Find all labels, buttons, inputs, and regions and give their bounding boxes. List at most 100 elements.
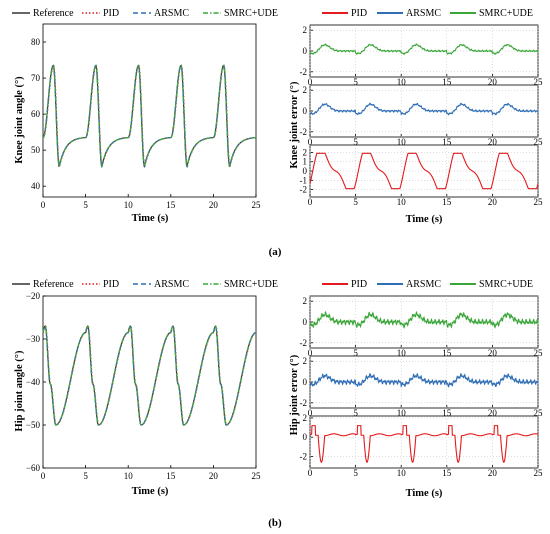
knee-angle-ylabel: Knee joint angle (°): [14, 76, 25, 164]
knee-error-smrc-ude-xtick-label: 20: [488, 77, 498, 87]
panel-label-a: (a): [269, 246, 282, 258]
knee-error-pid-xtick-label: 5: [353, 197, 358, 207]
legend-label-pid-err-b: PID: [351, 279, 367, 290]
hip-error-series-arsmc: [309, 372, 539, 389]
hip-error-series-smrc-ude: [309, 310, 539, 329]
hip-error-smrc-ude-ytick-label: 2: [303, 296, 308, 306]
hip-angle-chart: 0 5 10 15 20 25 −60 −50 −40 −30 −20: [26, 291, 261, 481]
hip-error-pid-xtick-label: 15: [442, 468, 452, 478]
hip-error-smrc-ude-ytick-label: 0: [303, 317, 308, 327]
hip-angle-ytick-label: −50: [26, 420, 41, 430]
knee-angle-ytick-label: 40: [31, 181, 41, 191]
knee-angle-xtick-label: 20: [209, 200, 219, 210]
legend-label-arsmc-err-b: ARSMC: [406, 279, 441, 290]
panel-a: Reference PID ARSMC SMRC+UDE 0 5 10 15 20 254…: [12, 8, 543, 258]
knee-error-smrc-ude-xtick-label: 25: [534, 77, 544, 87]
legend-label-smrc-ude: SMRC+UDE: [224, 8, 278, 19]
hip-error-pid-ytick-label: -2: [300, 451, 308, 461]
knee-error-pid-xtick-label: 0: [308, 197, 313, 207]
knee-angle-xtick-label: 0: [41, 200, 46, 210]
legend-label-pid: PID: [103, 8, 119, 19]
knee-error-pid-ytick-label: 2: [303, 147, 308, 157]
hip-angle-xlabel: Time (s): [132, 486, 169, 497]
knee-error-arsmc-xtick-label: 10: [397, 137, 407, 147]
knee-error-pid-ytick-label: -1: [300, 175, 308, 185]
knee-angle-chart: 0 5 10 15 20 25 40 50 60 70 80: [31, 23, 262, 210]
hip-error-arsmc-xtick-label: 5: [353, 408, 358, 418]
hip-error-smrc-ude-xtick-label: 25: [534, 348, 544, 358]
hip-error-pid-ytick-label: 0: [303, 432, 308, 442]
hip-error-arsmc-ytick-label: -2: [300, 398, 308, 408]
knee-error-arsmc-xtick-label: 0: [308, 137, 313, 147]
panel-label-b: (b): [268, 517, 282, 529]
hip-error-smrc-ude-xtick-label: 5: [353, 348, 358, 358]
knee-angle-ytick-label: 50: [31, 145, 41, 155]
hip-error-pid-xtick-label: 5: [353, 468, 358, 478]
hip-error-pid-ytick-label: 2: [303, 413, 308, 423]
knee-error-arsmc-xtick-label: 25: [534, 137, 544, 147]
legend-label-reference: Reference: [33, 8, 74, 19]
knee-error-arsmc-xtick-label: 15: [442, 137, 452, 147]
knee-error-arsmc-ytick-label: -2: [300, 127, 308, 137]
knee-error-pid-ytick-label: 0: [303, 166, 308, 176]
knee-angle-ytick-label: 80: [31, 37, 41, 47]
hip-error-ylabel: Hip joint error (°): [289, 354, 300, 435]
knee-error-smrc-ude-ytick-label: 0: [303, 46, 308, 56]
hip-error-smrc-ude-ytick-label: -2: [300, 338, 308, 348]
knee-angle-frame: [42, 23, 257, 198]
hip-angle-xtick-label: 5: [83, 471, 88, 481]
knee-angle-legend: Reference PID ARSMC SMRC+UDE: [12, 8, 278, 19]
knee-error-arsmc-xtick-label: 5: [353, 137, 358, 147]
knee-error-series-smrc-ude: [309, 43, 539, 55]
hip-angle-xtick-label: 0: [41, 471, 46, 481]
knee-error-legend: PID ARSMC SMRC+UDE: [322, 8, 533, 19]
hip-angle-legend: Reference PID ARSMC SMRC+UDE: [12, 279, 278, 290]
knee-error-pid-xtick-label: 10: [397, 197, 407, 207]
hip-angle-series-smrc-ude: [42, 325, 257, 426]
knee-angle-xlabel: Time (s): [132, 213, 169, 224]
hip-error-pid-xtick-label: 10: [397, 468, 407, 478]
hip-error-arsmc-xtick-label: 25: [534, 408, 544, 418]
knee-error-pid-xtick-label: 20: [488, 197, 498, 207]
knee-angle-series-smrc-ude: [42, 64, 257, 168]
hip-angle-ytick-label: −20: [26, 291, 41, 301]
hip-angle-ytick-label: −30: [26, 334, 41, 344]
knee-angle-xtick-label: 5: [83, 200, 88, 210]
legend-label-smrc-err-b: SMRC+UDE: [479, 279, 533, 290]
knee-error-smrc-ude-xtick-label: 15: [442, 77, 452, 87]
knee-angle-xtick-label: 15: [166, 200, 176, 210]
knee-angle-xtick-label: 10: [124, 200, 134, 210]
panel-b: Reference PID ARSMC SMRC+UDE 0 5 10 15 20 25−…: [12, 279, 543, 529]
legend-label-pid-err: PID: [351, 8, 367, 19]
legend-label-arsmc: ARSMC: [154, 8, 189, 19]
hip-error-arsmc-xtick-label: 0: [308, 408, 313, 418]
hip-error-series-pid: [309, 425, 539, 463]
knee-error-pid-xtick-label: 25: [534, 197, 544, 207]
hip-angle-xtick-label: 25: [252, 471, 262, 481]
hip-error-arsmc-ytick-label: 2: [303, 356, 308, 366]
knee-error-smrc-ude-xtick-label: 0: [308, 77, 313, 87]
hip-angle-ytick-label: −40: [26, 377, 41, 387]
knee-angle-ytick-label: 70: [31, 73, 41, 83]
hip-error-arsmc-xtick-label: 20: [488, 408, 498, 418]
knee-error-series-pid: [309, 152, 539, 190]
knee-angle-ytick-label: 60: [31, 109, 41, 119]
hip-error-smrc-ude-xtick-label: 15: [442, 348, 452, 358]
hip-angle-ylabel: Hip joint angle (°): [14, 350, 25, 431]
hip-error-legend: PID ARSMC SMRC+UDE: [322, 279, 533, 290]
hip-error-smrc-ude-xtick-label: 10: [397, 348, 407, 358]
knee-error-smrc-ude-ytick-label: 2: [303, 25, 308, 35]
knee-error-pid-ytick-label: 1: [303, 157, 308, 167]
hip-error-pid-frame: [309, 415, 539, 469]
hip-angle-xtick-label: 15: [166, 471, 176, 481]
legend-label-reference-b: Reference: [33, 279, 74, 290]
legend-label-pid-b: PID: [103, 279, 119, 290]
hip-angle-xtick-label: 10: [124, 471, 134, 481]
knee-angle-xtick-label: 25: [252, 200, 262, 210]
legend-label-smrc-err: SMRC+UDE: [479, 8, 533, 19]
hip-error-arsmc-ytick-label: 0: [303, 377, 308, 387]
hip-error-arsmc-xtick-label: 10: [397, 408, 407, 418]
hip-angle-ytick-label: −60: [26, 463, 41, 473]
